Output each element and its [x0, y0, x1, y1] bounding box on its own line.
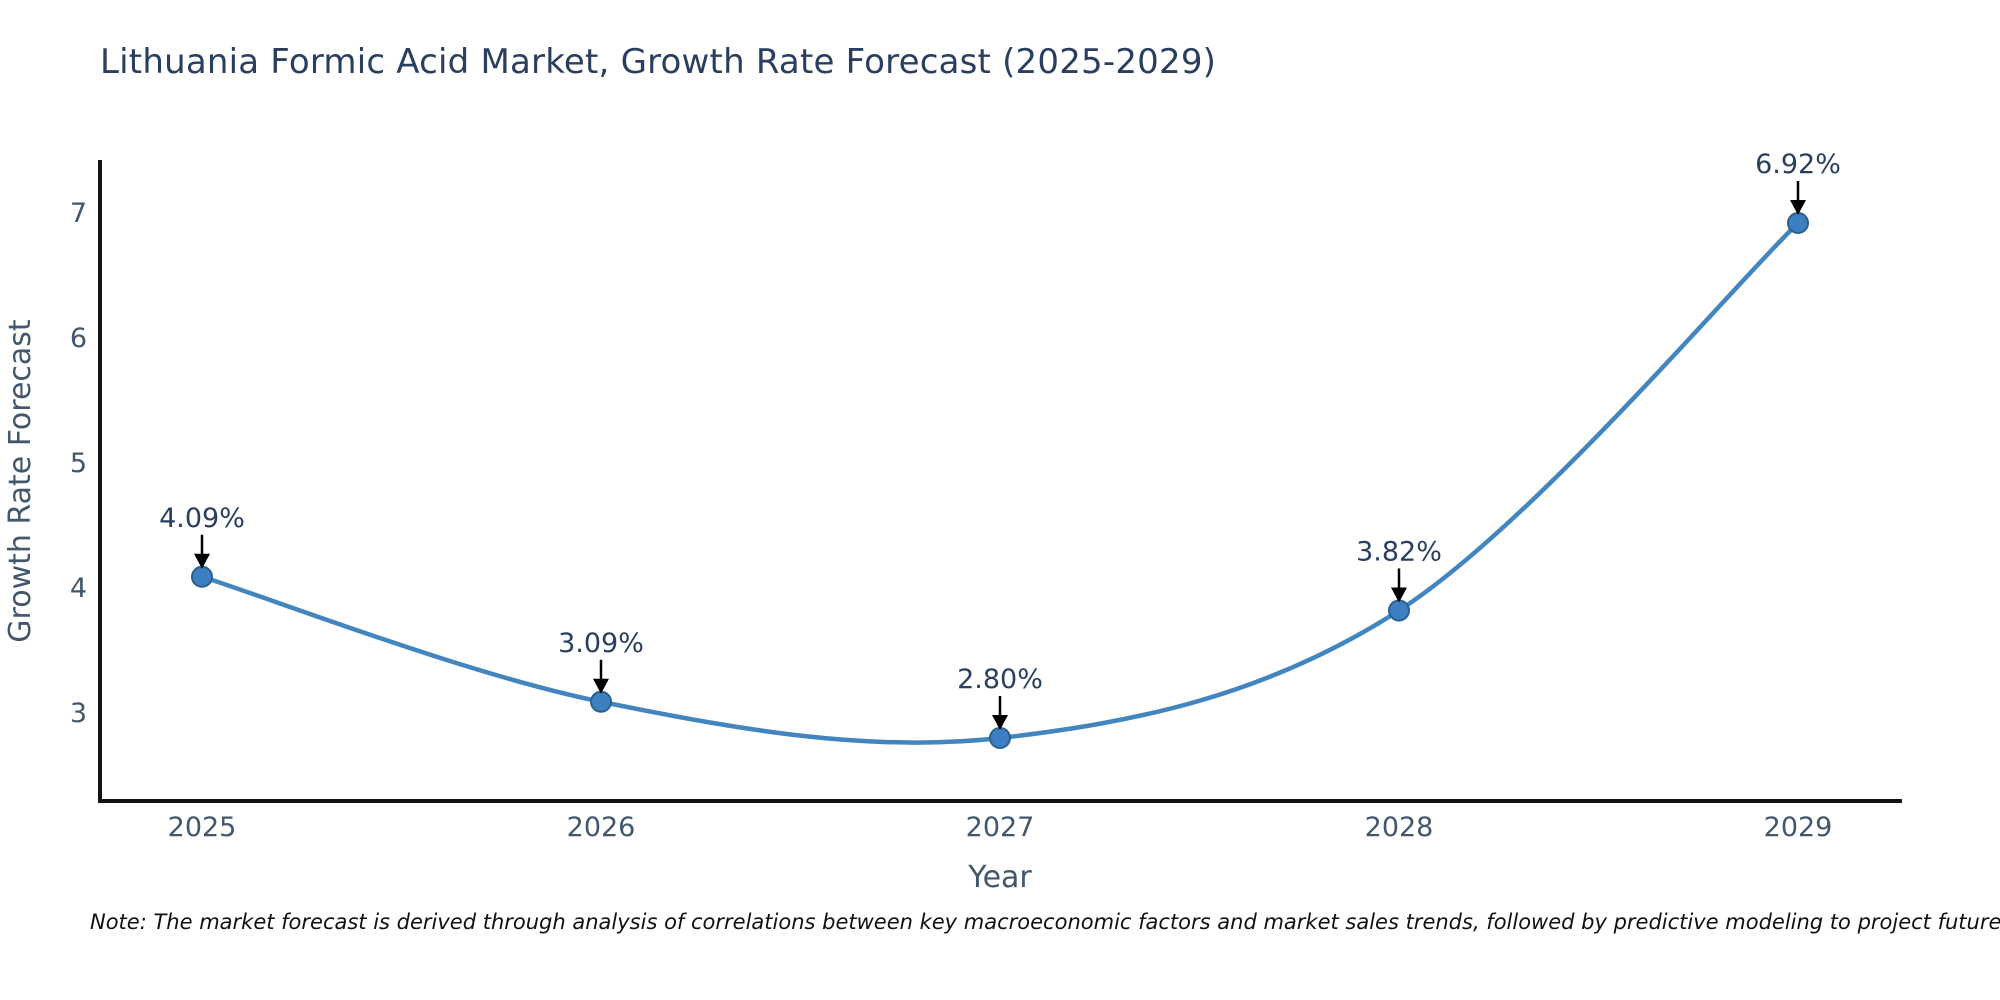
y-tick-label: 6	[70, 323, 87, 354]
data-point-marker	[590, 690, 612, 713]
annotation-arrow-head	[194, 553, 210, 569]
point-value-label: 3.82%	[1356, 537, 1442, 568]
axis-spines	[98, 160, 1902, 803]
data-point-marker	[1787, 212, 1809, 234]
y-tick-label: 5	[70, 448, 87, 479]
point-value-label: 6.92%	[1755, 149, 1841, 180]
annotation-arrow-head	[1790, 200, 1806, 215]
data-point-marker	[191, 565, 213, 588]
point-value-label: 2.80%	[957, 664, 1043, 695]
y-tick-label: 3	[70, 698, 87, 729]
y-tick-label: 7	[70, 198, 87, 229]
y-tick-label: 4	[70, 573, 87, 604]
annotation-arrow-head	[992, 715, 1008, 730]
chart-title: Lithuania Formic Acid Market, Growth Rat…	[100, 42, 1217, 82]
x-axis-title: Year	[967, 860, 1032, 895]
y-axis-title: Growth Rate Forecast	[3, 319, 38, 643]
annotation-arrow-head	[593, 678, 609, 694]
x-tick-label: 2028	[1365, 812, 1434, 843]
x-tick-label: 2027	[966, 812, 1035, 843]
point-value-label: 3.09%	[558, 628, 644, 659]
point-value-label: 4.09%	[159, 503, 245, 534]
data-point-marker	[989, 727, 1011, 749]
x-tick-label: 2026	[567, 812, 636, 843]
data-point-marker	[1388, 599, 1410, 622]
x-tick-label: 2025	[168, 812, 237, 843]
footnote: Note: The market forecast is derived thr…	[90, 910, 2000, 934]
x-tick-label: 2029	[1764, 812, 1833, 843]
annotation-arrow-head	[1391, 587, 1407, 603]
